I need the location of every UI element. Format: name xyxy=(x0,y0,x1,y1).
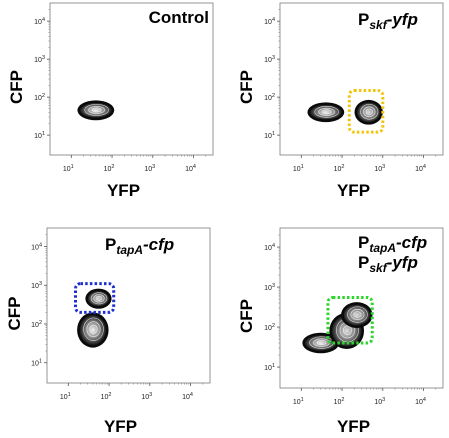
x-axis-title: YFP xyxy=(104,417,137,436)
contour-ring xyxy=(316,340,327,346)
contour-ring xyxy=(91,107,102,113)
x-tick-label: 102 xyxy=(104,164,115,173)
y-tick-label: 102 xyxy=(34,93,45,102)
y-axis-title: CFP xyxy=(5,297,24,331)
population-1 xyxy=(304,335,337,351)
x-tick-label: 103 xyxy=(374,397,385,406)
population-2 xyxy=(357,102,381,123)
gate-box xyxy=(347,88,385,134)
y-tick-label: 103 xyxy=(264,55,275,64)
x-tick-label: 102 xyxy=(334,164,345,173)
density-contours xyxy=(302,302,373,354)
y-tick-label: 104 xyxy=(264,17,275,26)
x-tick-label: 104 xyxy=(185,164,196,173)
density-contours xyxy=(77,100,115,121)
contour-ring xyxy=(86,321,101,338)
x-tick-label: 101 xyxy=(63,164,74,173)
panel-title: PtapA-cfp xyxy=(105,235,174,257)
y-tick-label: 102 xyxy=(264,93,275,102)
x-axis-title: YFP xyxy=(337,181,370,200)
panel-4: 101 102 103 104 101 102 103 104 YFP CFP PtapA-cfpP… xyxy=(237,227,444,436)
contour-ring xyxy=(83,317,104,341)
panel-1: 101 102 103 104 101 102 103 104 YFP CFP Control xyxy=(7,2,214,200)
panel-2: 101 102 103 104 101 102 103 104 YFP CFP Pskf-yfp xyxy=(237,2,444,200)
x-tick-label: 102 xyxy=(334,397,345,406)
contour-ring xyxy=(88,105,105,114)
y-tick-label: 101 xyxy=(34,131,45,140)
density-contours xyxy=(77,288,112,348)
panel-title: Pskf-yfp xyxy=(358,10,418,32)
population-3 xyxy=(343,304,371,326)
x-tick-label: 103 xyxy=(374,164,385,173)
panel-title-line: PtapA-cfp xyxy=(358,233,427,255)
x-tick-label: 103 xyxy=(141,392,152,401)
contour-ring xyxy=(365,108,373,115)
contour-ring xyxy=(95,295,103,301)
y-axis-title: CFP xyxy=(237,299,256,333)
y-axis-title: CFP xyxy=(237,70,256,104)
x-tick-label: 104 xyxy=(415,164,426,173)
contour-ring xyxy=(353,311,362,318)
y-tick-label: 101 xyxy=(264,363,275,372)
x-axis-title: YFP xyxy=(107,181,140,200)
x-tick-label: 103 xyxy=(144,164,155,173)
gate-box xyxy=(73,282,116,314)
x-tick-label: 101 xyxy=(293,164,304,173)
y-tick-label: 102 xyxy=(31,320,42,329)
contour-ring xyxy=(89,324,98,334)
x-axis-title: YFP xyxy=(337,417,370,436)
contour-ring xyxy=(343,325,352,335)
y-axis-title: CFP xyxy=(7,70,26,104)
y-tick-label: 101 xyxy=(264,131,275,140)
contour-ring xyxy=(93,294,105,303)
contour-ring xyxy=(84,104,109,116)
contour-ring xyxy=(360,104,379,120)
y-tick-label: 104 xyxy=(264,243,275,252)
panel-title-line: Pskf-yfp xyxy=(358,253,418,275)
panel-title: Control xyxy=(149,8,209,27)
contour-ring xyxy=(321,109,332,115)
contour-ring xyxy=(363,106,376,117)
contour-ring xyxy=(350,309,365,320)
y-tick-label: 103 xyxy=(264,283,275,292)
y-tick-label: 102 xyxy=(264,323,275,332)
panel-3: 101 102 103 104 101 102 103 104 YFP CFP PtapA-cfp xyxy=(5,227,211,436)
density-contours xyxy=(307,99,383,125)
x-tick-label: 104 xyxy=(182,392,193,401)
y-tick-label: 103 xyxy=(31,281,42,290)
x-tick-label: 102 xyxy=(101,392,112,401)
x-tick-label: 101 xyxy=(293,397,304,406)
population-1 xyxy=(79,314,107,346)
contour-ring xyxy=(347,306,368,323)
y-tick-label: 104 xyxy=(31,242,42,251)
contour-ring xyxy=(318,107,335,116)
y-tick-label: 103 xyxy=(34,55,45,64)
y-tick-label: 101 xyxy=(31,359,42,368)
x-tick-label: 101 xyxy=(60,392,71,401)
contour-ring xyxy=(90,292,108,305)
contour-ring xyxy=(314,106,339,118)
x-tick-label: 104 xyxy=(415,397,426,406)
y-tick-label: 104 xyxy=(34,17,45,26)
